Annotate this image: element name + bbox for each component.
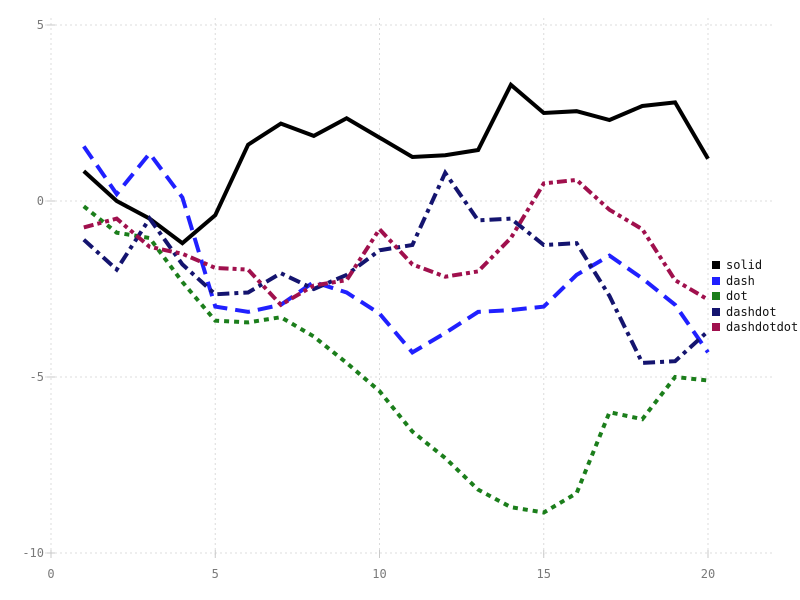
- legend-label-dashdotdot: dashdotdot: [726, 320, 799, 335]
- legend-swatch-dash: [712, 276, 720, 285]
- x-tick-label: 10: [372, 567, 386, 581]
- x-tick-label: 15: [537, 567, 551, 581]
- legend-item-solid: solid: [712, 259, 798, 272]
- x-tick-label: 0: [47, 567, 54, 581]
- legend-swatch-dashdotdot: [712, 323, 720, 332]
- legend-item-dashdotdot: dashdotdot: [712, 321, 798, 334]
- series-line-dot: [82, 204, 709, 515]
- legend-swatch-dot: [712, 292, 720, 301]
- legend-swatch-dashdot: [712, 307, 720, 316]
- legend-item-dot: dot: [712, 290, 798, 303]
- y-tick-label: -10: [22, 546, 44, 560]
- series-line-dashdot: [82, 168, 710, 365]
- y-tick-label: -5: [30, 370, 44, 384]
- series-line-dashdotdot: [83, 177, 710, 308]
- legend-swatch-solid: [712, 261, 720, 270]
- x-tick-label: 5: [212, 567, 219, 581]
- legend-label-dot: dot: [726, 289, 748, 304]
- legend-label-solid: solid: [726, 258, 763, 273]
- series-line-solid: [82, 81, 710, 246]
- y-tick-label: 0: [37, 194, 44, 208]
- legend-item-dash: dash: [712, 275, 798, 288]
- legend-item-dashdot: dashdot: [712, 306, 798, 319]
- legend-label-dash: dash: [726, 273, 755, 288]
- x-tick-label: 20: [701, 567, 715, 581]
- y-tick-label: 5: [37, 18, 44, 32]
- legend-label-dashdot: dashdot: [726, 304, 777, 319]
- legend: solid dash dot dashdot dashdotdot: [712, 259, 798, 334]
- series-line-dash: [82, 145, 710, 355]
